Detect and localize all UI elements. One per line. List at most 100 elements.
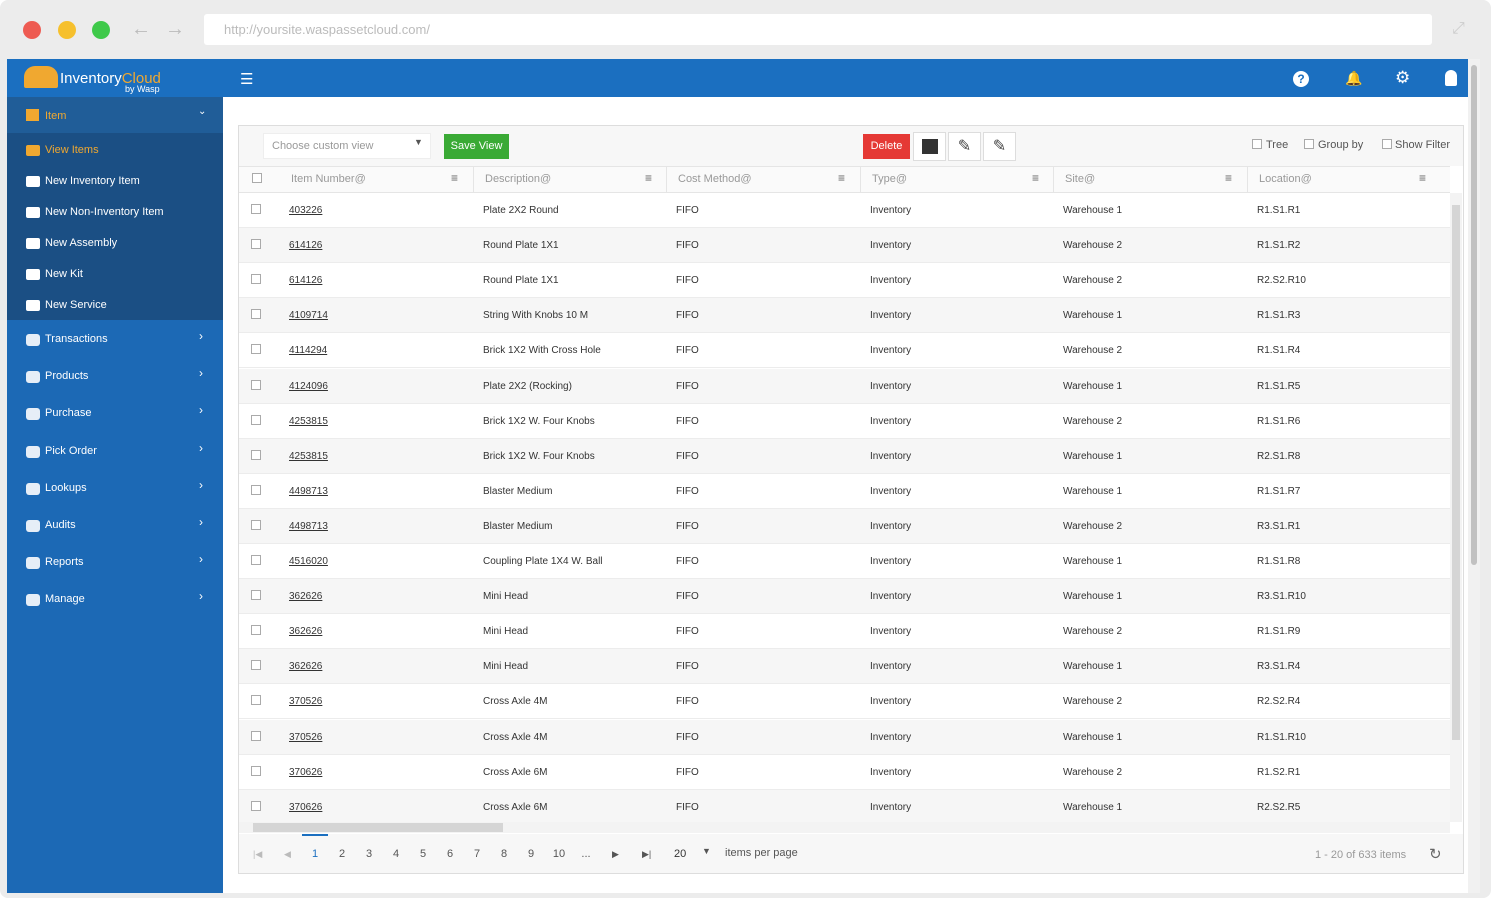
item-link[interactable]: 362626 bbox=[289, 626, 323, 638]
row-checkbox[interactable] bbox=[251, 555, 261, 565]
tag-button[interactable]: ✎ bbox=[983, 132, 1016, 161]
row-checkbox[interactable] bbox=[251, 695, 261, 706]
page-link[interactable]: 2 bbox=[338, 848, 346, 860]
table-row[interactable] bbox=[239, 508, 1450, 544]
row-checkbox[interactable] bbox=[251, 239, 261, 250]
page-scrollbar[interactable] bbox=[1468, 59, 1480, 893]
view-select[interactable] bbox=[263, 133, 431, 159]
table-row[interactable] bbox=[239, 579, 1450, 615]
table-row[interactable] bbox=[239, 403, 1450, 439]
next-page[interactable]: ▶ bbox=[612, 849, 619, 859]
row-checkbox[interactable] bbox=[251, 274, 261, 285]
row-checkbox[interactable] bbox=[251, 660, 261, 671]
page-link[interactable]: 1 bbox=[311, 848, 319, 860]
select-all-checkbox[interactable] bbox=[252, 173, 262, 183]
page-link[interactable]: 4 bbox=[392, 848, 400, 860]
h-scroll-thumb[interactable] bbox=[253, 823, 503, 832]
table-row[interactable] bbox=[239, 754, 1450, 790]
table-row[interactable] bbox=[239, 298, 1450, 334]
page-link[interactable]: 10 bbox=[552, 848, 566, 860]
table-row[interactable] bbox=[239, 263, 1450, 299]
user-icon[interactable] bbox=[1445, 70, 1457, 86]
filter-checkbox[interactable] bbox=[1382, 139, 1392, 149]
section-label[interactable]: Item bbox=[45, 110, 67, 122]
menu-item[interactable]: Transactions bbox=[45, 333, 108, 345]
column-menu[interactable]: ≡ bbox=[1419, 171, 1427, 185]
refresh-button[interactable]: ↻ bbox=[1429, 846, 1442, 863]
zoom-button[interactable] bbox=[92, 21, 110, 39]
fullscreen-icon[interactable]: ⤢ bbox=[1452, 20, 1465, 37]
menu-item[interactable]: Lookups bbox=[45, 481, 87, 494]
page-size-arrow[interactable]: ▼ bbox=[702, 846, 711, 856]
column-header[interactable]: Item Number@ bbox=[291, 173, 366, 185]
column-header[interactable]: Site@ bbox=[1065, 173, 1096, 185]
item-link[interactable]: 362626 bbox=[289, 591, 323, 603]
item-link[interactable]: 4114294 bbox=[289, 345, 328, 357]
page-link[interactable]: 5 bbox=[419, 848, 427, 860]
page-link[interactable]: ... bbox=[581, 848, 591, 860]
row-checkbox[interactable] bbox=[251, 449, 261, 460]
group-checkbox[interactable] bbox=[1304, 139, 1314, 149]
column-menu[interactable]: ≡ bbox=[1032, 171, 1040, 185]
settings-icon[interactable]: ⚙ bbox=[1395, 68, 1411, 87]
page-link[interactable]: 7 bbox=[473, 848, 481, 860]
page-link[interactable]: 6 bbox=[446, 848, 454, 860]
menu-item[interactable]: Purchase bbox=[45, 407, 92, 420]
page-link[interactable]: 3 bbox=[365, 848, 373, 860]
url-bar[interactable] bbox=[204, 14, 1432, 45]
item-link[interactable]: 4124096 bbox=[289, 380, 328, 392]
table-row[interactable] bbox=[239, 649, 1450, 685]
menu-item[interactable]: Products bbox=[45, 370, 89, 383]
menu-toggle[interactable]: ☰ bbox=[240, 71, 254, 88]
submenu-item[interactable]: New Kit bbox=[45, 268, 83, 280]
item-link[interactable]: 4253815 bbox=[289, 450, 328, 462]
item-link[interactable]: 370526 bbox=[289, 731, 323, 743]
row-checkbox[interactable] bbox=[251, 590, 261, 601]
tag-button[interactable]: ✎ bbox=[948, 132, 981, 161]
close-button[interactable] bbox=[23, 21, 41, 39]
save-view-button[interactable]: Save View bbox=[444, 134, 509, 159]
column-menu[interactable]: ≡ bbox=[1225, 171, 1233, 185]
item-link[interactable]: 403226 bbox=[289, 205, 323, 216]
row-checkbox[interactable] bbox=[251, 379, 261, 390]
row-checkbox[interactable] bbox=[251, 519, 261, 530]
table-row[interactable] bbox=[239, 719, 1450, 755]
item-link[interactable]: 4109714 bbox=[289, 310, 328, 322]
item-link[interactable]: 370526 bbox=[289, 696, 323, 708]
notification-icon[interactable]: 🔔 bbox=[1345, 70, 1363, 86]
column-menu[interactable]: ≡ bbox=[645, 171, 653, 185]
page-link[interactable]: 9 bbox=[527, 848, 535, 860]
help-icon[interactable]: ? bbox=[1293, 71, 1309, 87]
sidebar-section[interactable] bbox=[7, 97, 223, 133]
row-checkbox[interactable] bbox=[251, 800, 261, 811]
item-link[interactable]: 370626 bbox=[289, 801, 323, 813]
table-row[interactable] bbox=[239, 684, 1450, 720]
excel-button[interactable] bbox=[913, 132, 946, 161]
submenu-item[interactable]: New Inventory Item bbox=[45, 175, 140, 187]
submenu-item[interactable]: New Service bbox=[45, 299, 107, 311]
tree-checkbox[interactable] bbox=[1252, 139, 1262, 149]
row-checkbox[interactable] bbox=[251, 309, 261, 320]
table-row[interactable] bbox=[239, 473, 1450, 509]
table-row[interactable] bbox=[239, 544, 1450, 579]
item-link[interactable]: 4253815 bbox=[289, 415, 328, 427]
item-link[interactable]: 362626 bbox=[289, 661, 323, 673]
column-header[interactable]: Description@ bbox=[485, 173, 552, 185]
item-link[interactable]: 4498713 bbox=[289, 485, 328, 497]
row-checkbox[interactable] bbox=[251, 730, 261, 741]
page-link[interactable]: 8 bbox=[500, 848, 508, 860]
submenu-item[interactable]: New Non-Inventory Item bbox=[45, 206, 164, 218]
item-link[interactable]: 614126 bbox=[289, 240, 323, 252]
submenu-item[interactable]: New Assembly bbox=[45, 237, 118, 249]
table-scroll-thumb[interactable] bbox=[1452, 205, 1460, 740]
item-link[interactable]: 614126 bbox=[289, 275, 323, 287]
menu-item[interactable]: Reports bbox=[45, 556, 84, 569]
submenu-item[interactable]: View Items bbox=[45, 144, 99, 156]
h-scrollbar[interactable] bbox=[239, 822, 1450, 833]
table-row[interactable] bbox=[239, 193, 1450, 228]
menu-item[interactable]: Manage bbox=[45, 593, 85, 606]
row-checkbox[interactable] bbox=[251, 625, 261, 636]
page-scroll-thumb[interactable] bbox=[1471, 65, 1477, 565]
row-checkbox[interactable] bbox=[251, 344, 261, 355]
row-checkbox[interactable] bbox=[251, 484, 261, 495]
